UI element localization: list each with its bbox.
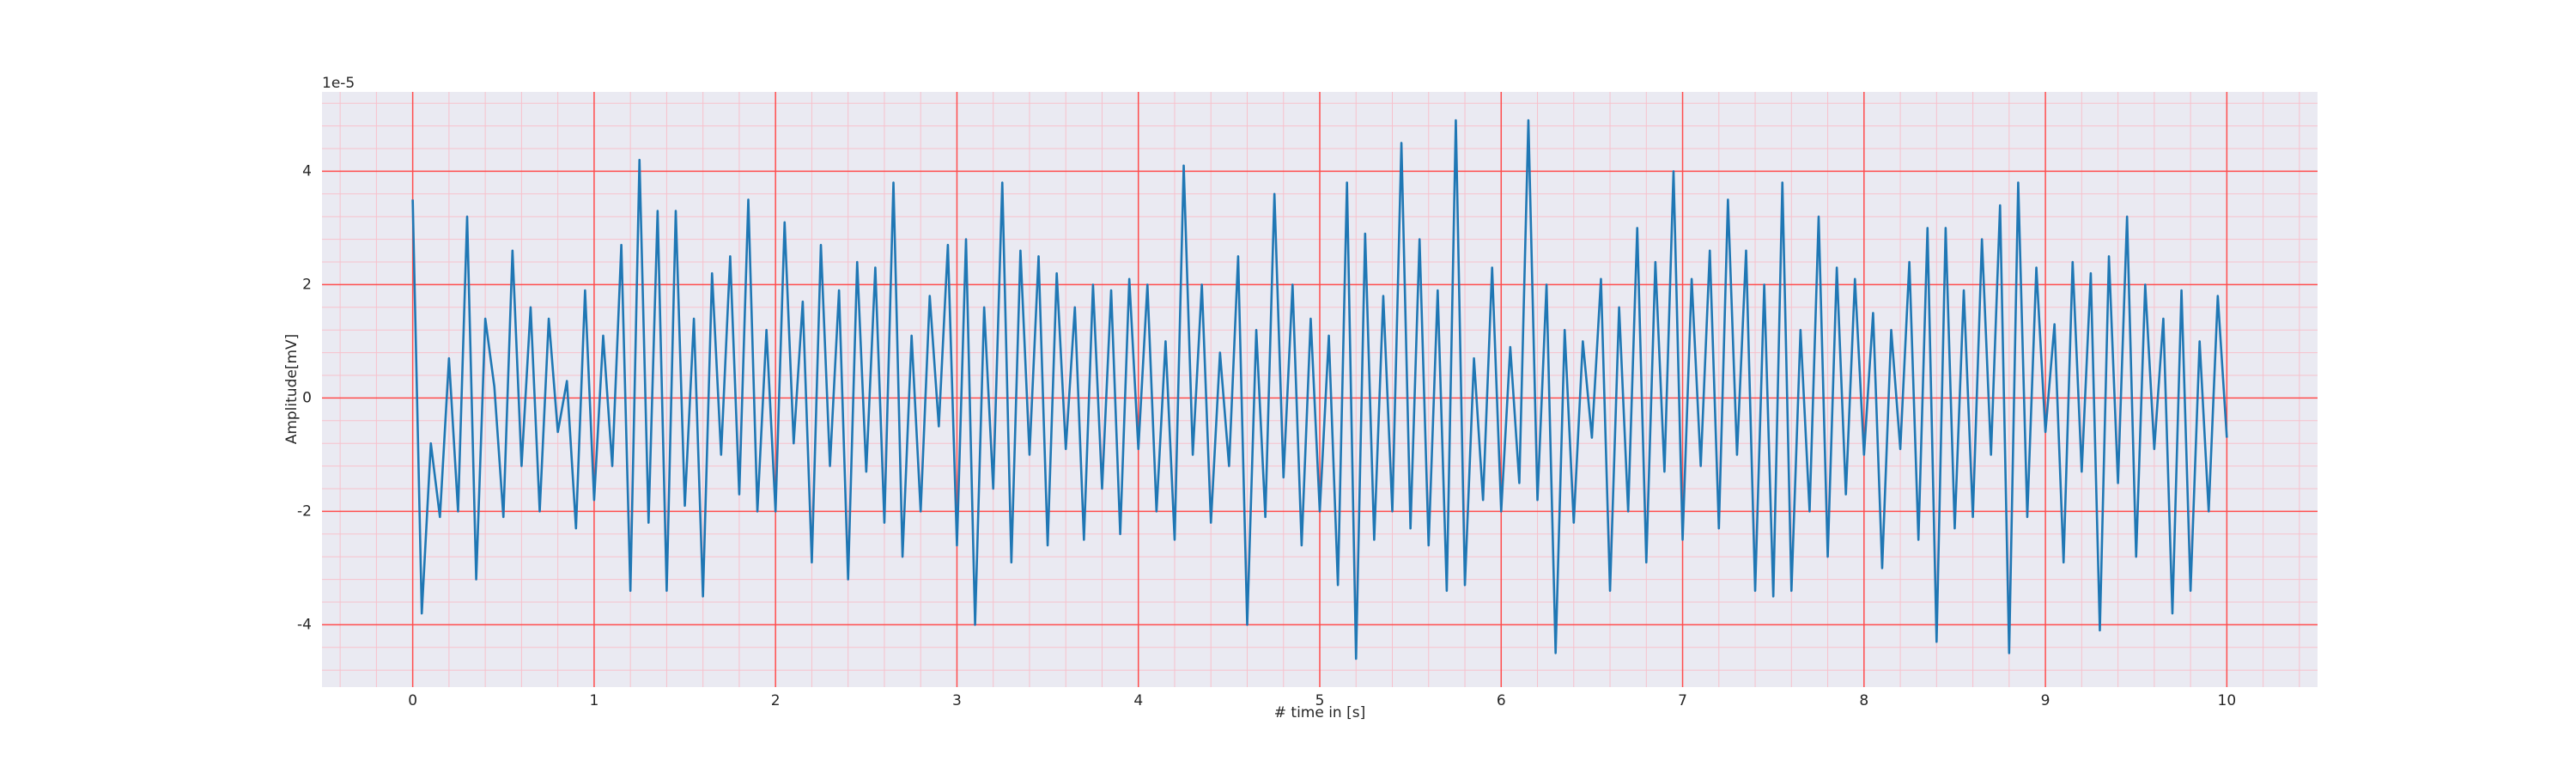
x-tick-label: 6 bbox=[1497, 692, 1506, 709]
y-tick-label: 0 bbox=[302, 389, 312, 406]
x-tick-label: 10 bbox=[2218, 692, 2237, 709]
x-tick-label: 9 bbox=[2041, 692, 2050, 709]
y-tick-label: -2 bbox=[297, 502, 312, 520]
x-tick-label: 1 bbox=[589, 692, 598, 709]
x-tick-label: 2 bbox=[771, 692, 781, 709]
y-tick-label: -4 bbox=[297, 616, 312, 633]
y-axis-label: Amplitude[mV] bbox=[283, 334, 301, 445]
data-line bbox=[411, 119, 2228, 660]
x-tick-label: 3 bbox=[952, 692, 962, 709]
y-tick-label: 4 bbox=[302, 162, 312, 180]
x-tick-label: 5 bbox=[1315, 692, 1325, 709]
x-axis-label: # time in [s] bbox=[1274, 704, 1365, 721]
x-tick-label: 8 bbox=[1859, 692, 1868, 709]
x-tick-label: 4 bbox=[1133, 692, 1143, 709]
x-tick-label: 0 bbox=[408, 692, 417, 709]
y-tick-label: 2 bbox=[302, 276, 312, 293]
marks bbox=[411, 119, 2228, 660]
x-tick-label: 7 bbox=[1678, 692, 1687, 709]
y-offset-label: 1e-5 bbox=[322, 75, 355, 92]
